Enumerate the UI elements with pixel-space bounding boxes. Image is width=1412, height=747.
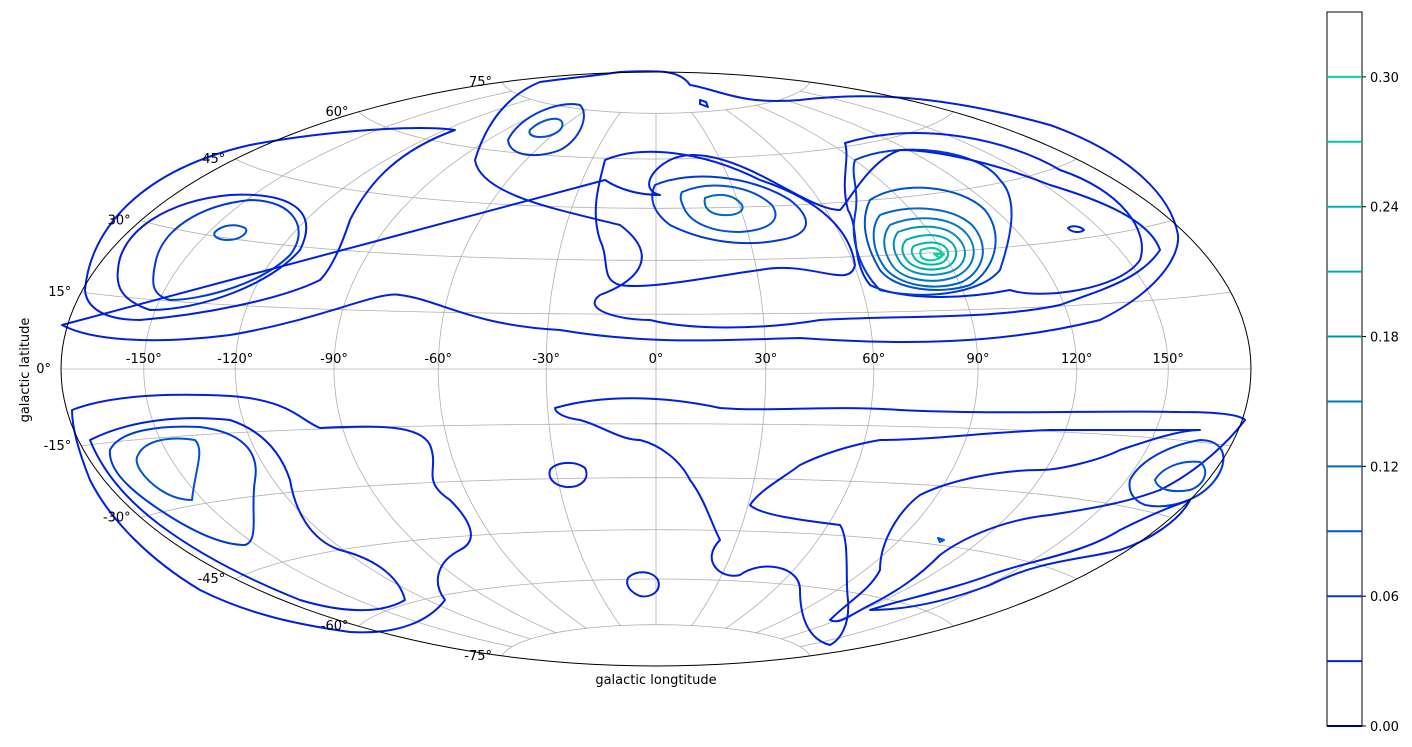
latitude-tick-label: 45°: [202, 152, 225, 167]
x-axis-label: galactic longtitude: [595, 673, 716, 688]
contour-line: [651, 175, 807, 245]
latitude-tick-label: 75°: [469, 75, 492, 90]
contour-line: [852, 148, 1013, 296]
contour-line: [89, 417, 406, 612]
contour-line: [883, 217, 975, 282]
colorbar-tick-label: 0.24: [1370, 201, 1399, 216]
contour-line: [135, 437, 201, 501]
contour-line: [61, 70, 1180, 343]
grid-longitude-line: [234, 98, 531, 640]
latitude-tick-labels: -75° -60° -45° -30° -15° 0° 15° 30° 45° 60° 75°: [36, 75, 492, 664]
grid-longitude-line: [437, 109, 587, 629]
contour-line: [548, 462, 588, 489]
latitude-tick-label: -75°: [464, 649, 492, 664]
grid-longitude-line: [691, 112, 767, 626]
longitude-tick-label: -60°: [424, 352, 452, 367]
contour-line: [933, 253, 945, 259]
contour-line: [507, 103, 585, 157]
colorbar-frame: [1326, 11, 1363, 727]
contour-line: [152, 199, 300, 301]
contour-line: [937, 537, 945, 543]
longitude-tick-label: 90°: [966, 352, 989, 367]
longitude-tick-label: -150°: [126, 352, 162, 367]
contour-line: [919, 246, 943, 262]
grid-longitude-line: [725, 109, 875, 629]
longitude-tick-label: 0°: [649, 352, 664, 367]
longitude-tick-label: -90°: [320, 352, 348, 367]
longitude-tick-labels: -150° -120° -90° -60° -30° 0° 30° 60° 90° 120° 150…: [126, 352, 1184, 367]
colorbar-tick-label: 0.18: [1370, 331, 1399, 346]
longitude-tick-label: 150°: [1153, 352, 1184, 367]
contour-line: [679, 184, 777, 233]
colorbar-level-lines: [1327, 75, 1362, 727]
contour-line: [71, 393, 472, 634]
longitude-tick-label: 30°: [754, 352, 777, 367]
grid-longitude-line: [799, 90, 1169, 648]
contour-line: [1128, 439, 1225, 508]
contour-lines: [61, 70, 1246, 646]
contour-line: [869, 499, 1191, 611]
latitude-tick-label: -60°: [321, 619, 349, 634]
colorbar-tick-labels: 0.00 0.06 0.12 0.18 0.24 0.30: [1362, 71, 1399, 735]
latitude-tick-label: -15°: [44, 439, 72, 454]
contour-line: [863, 186, 997, 291]
latitude-tick-label: 60°: [325, 105, 348, 120]
longitude-tick-label: 60°: [862, 352, 885, 367]
contour-line: [1067, 225, 1085, 234]
grid-longitude-line: [143, 90, 513, 648]
latitude-tick-label: -45°: [198, 572, 226, 587]
contour-line: [554, 397, 1246, 646]
longitude-tick-label: 120°: [1061, 352, 1092, 367]
latitude-tick-label: 15°: [48, 285, 71, 300]
longitude-tick-label: -30°: [532, 352, 560, 367]
contour-line: [901, 234, 958, 271]
grid-longitude-line: [333, 104, 557, 634]
latitude-tick-label: -30°: [103, 511, 131, 526]
longitude-tick-label: -120°: [217, 352, 253, 367]
latitude-tick-label: 30°: [108, 214, 131, 229]
contour-line: [872, 207, 984, 288]
y-axis-label: galactic latitude: [18, 318, 33, 423]
grid-longitude-line: [781, 98, 1078, 640]
hammer-projection-outline: [60, 71, 1252, 667]
contour-line: [213, 224, 248, 241]
grid-longitude-line: [545, 112, 621, 626]
contour-line: [699, 99, 709, 108]
graticule-grid: [61, 81, 1251, 657]
contour-line: [594, 150, 856, 287]
colorbar: 0.00 0.06 0.12 0.18 0.24 0.30: [1326, 11, 1399, 735]
contour-line: [703, 193, 744, 217]
colorbar-tick-label: 0.00: [1370, 720, 1399, 735]
colorbar-tick-label: 0.06: [1370, 590, 1399, 605]
contour-line: [116, 193, 307, 311]
latitude-tick-label: 0°: [36, 362, 51, 377]
contour-line: [84, 127, 456, 321]
contour-line: [626, 571, 660, 598]
contour-line: [528, 117, 564, 138]
contour-line: [892, 225, 966, 276]
contour-line: [108, 425, 257, 546]
colorbar-tick-label: 0.12: [1370, 460, 1399, 475]
contour-line: [1154, 460, 1207, 493]
contour-line: [910, 241, 950, 266]
colorbar-tick-label: 0.30: [1370, 71, 1399, 86]
